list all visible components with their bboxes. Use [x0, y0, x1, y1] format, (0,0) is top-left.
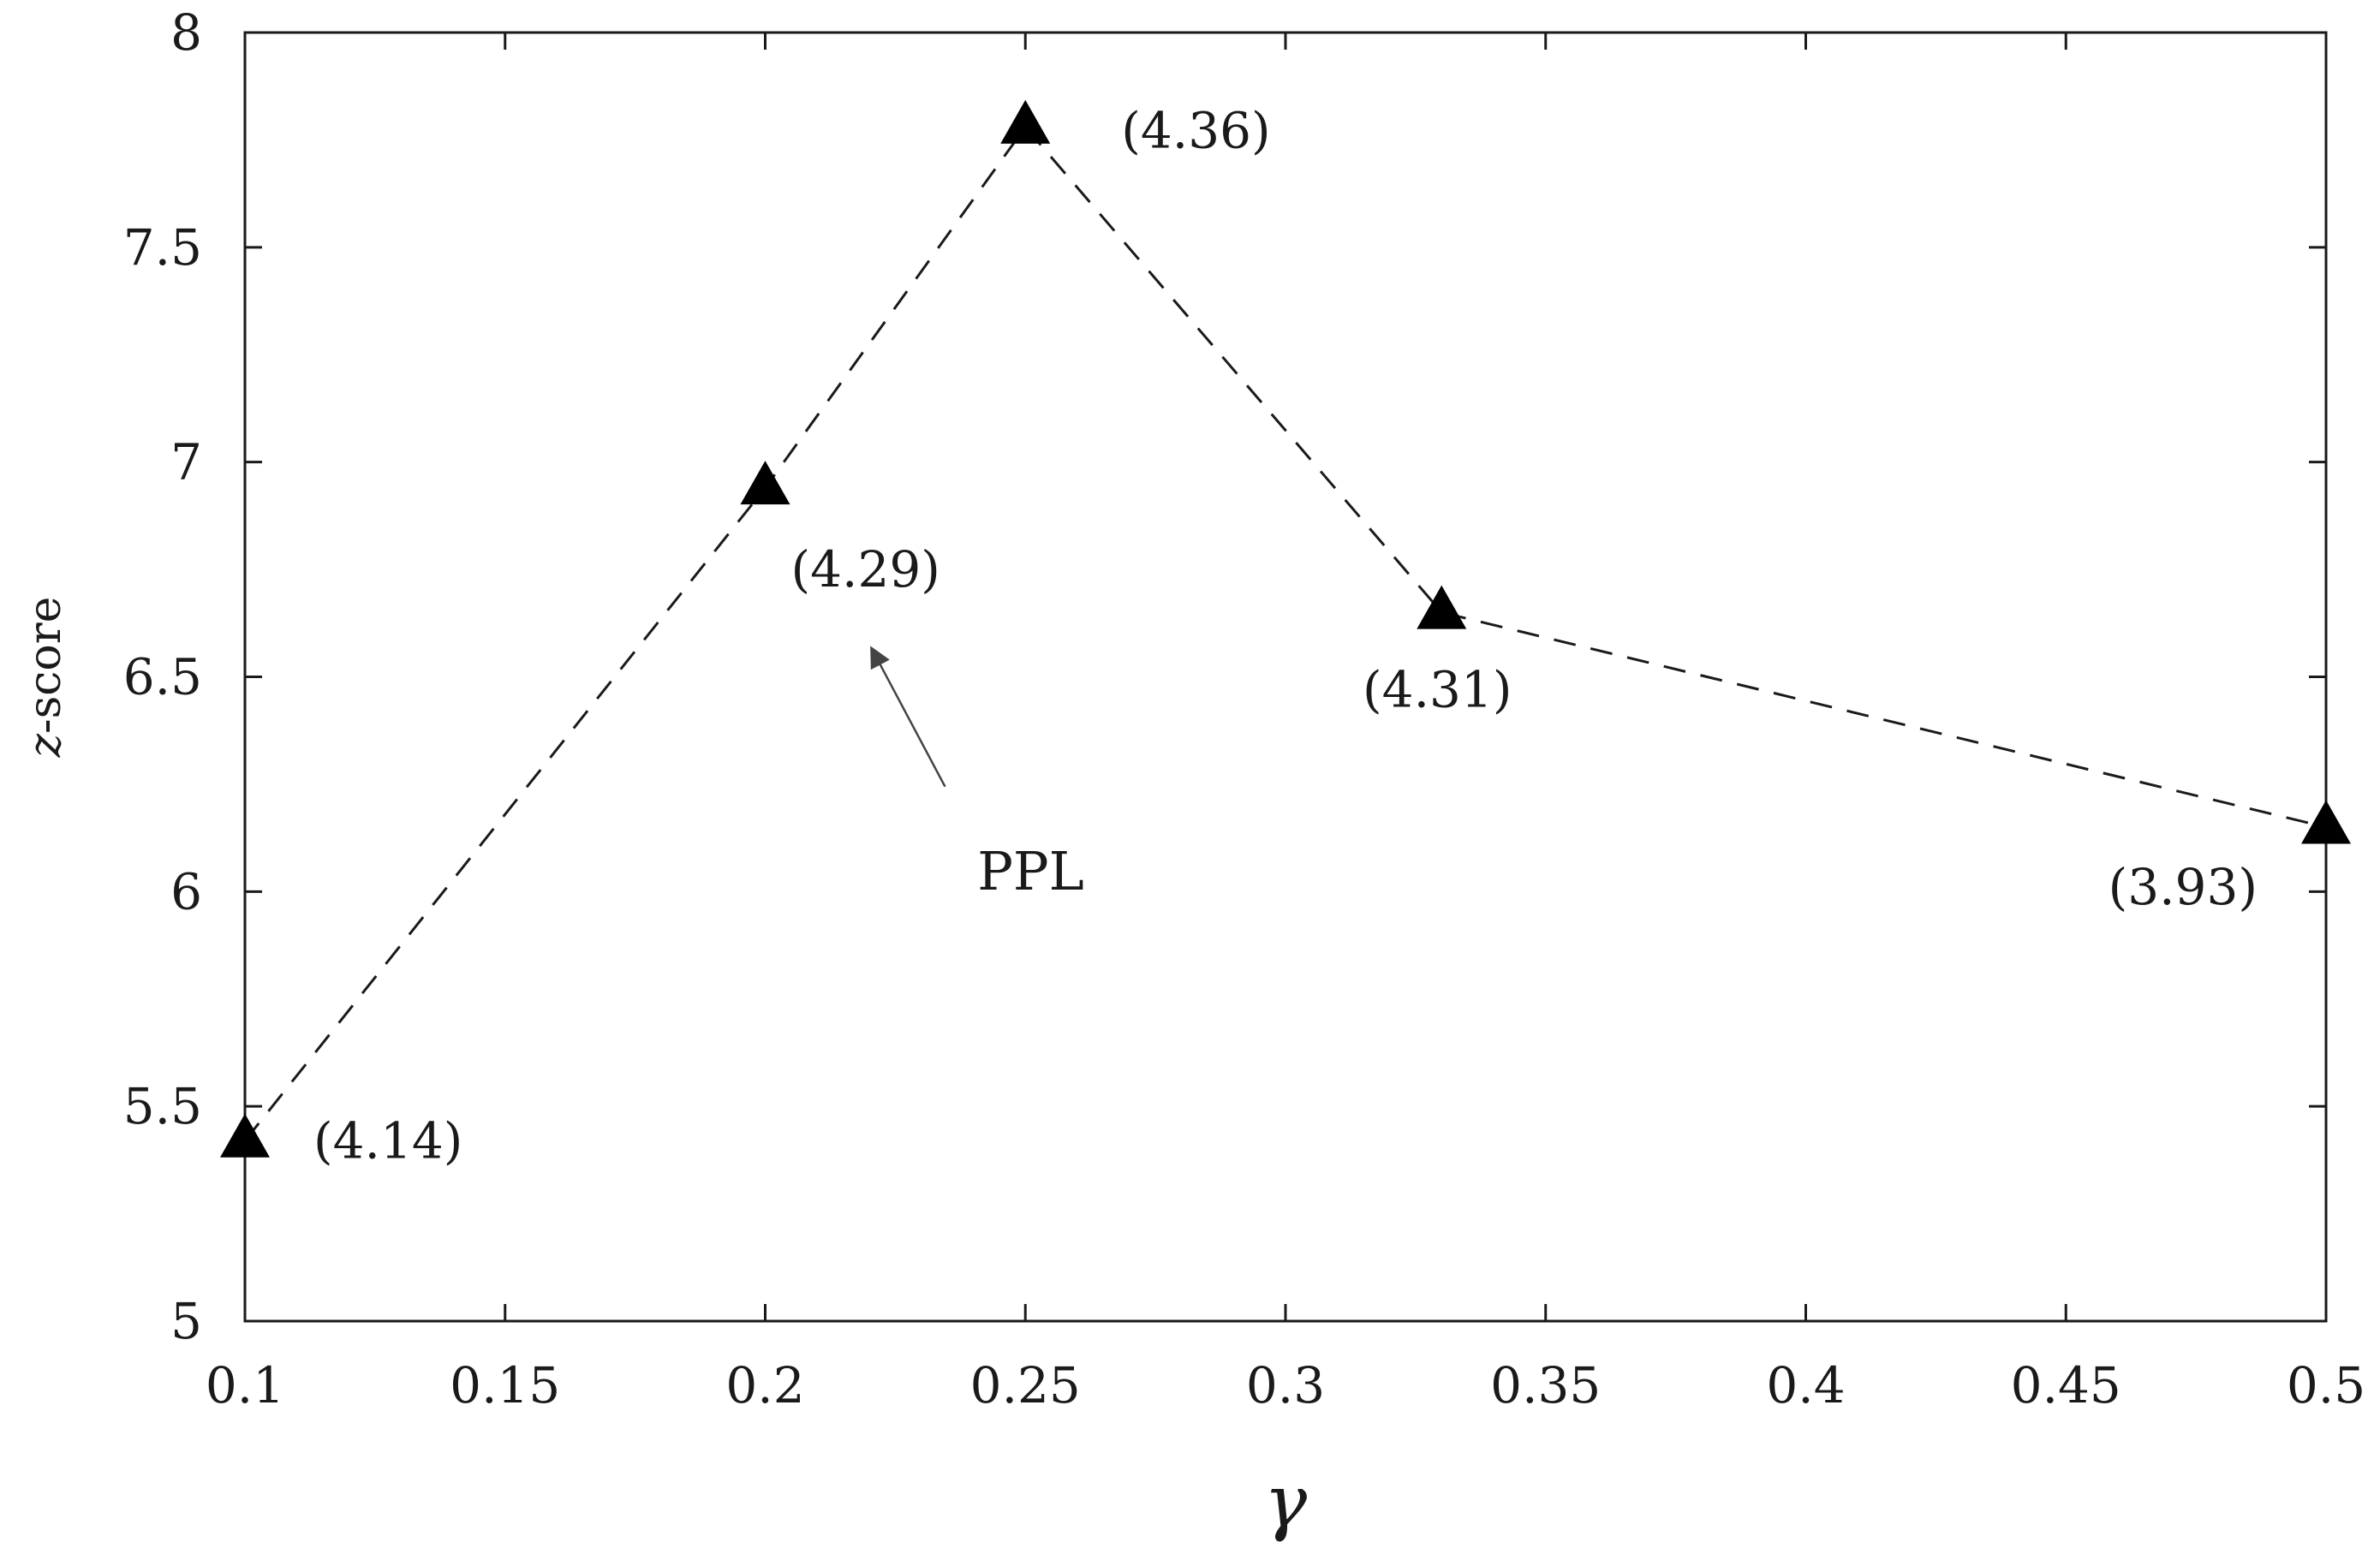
triangle-marker [2301, 800, 2351, 844]
y-tick-label: 6 [170, 862, 202, 920]
y-tick-label: 8 [170, 3, 202, 62]
point-label: (3.93) [2109, 858, 2258, 916]
y-tick-label: 5.5 [123, 1077, 202, 1135]
point-label: (4.14) [313, 1111, 462, 1170]
x-tick-label: 0.15 [450, 1356, 560, 1414]
triangle-marker [220, 1113, 270, 1158]
y-tick-label: 6.5 [123, 648, 202, 706]
y-axis-ticks: 5 5.5 6 6.5 7 7.5 8 [123, 3, 2326, 1350]
x-tick-label: 0.1 [206, 1356, 284, 1414]
x-tick-label: 0.4 [1766, 1356, 1845, 1414]
y-axis-label: z-score [20, 597, 71, 759]
y-axis-label-rest: -score [20, 597, 71, 734]
triangle-marker [1417, 585, 1467, 629]
point-label: (4.36) [1121, 101, 1270, 159]
x-axis-ticks: 0.1 0.15 0.2 0.25 0.3 0.35 0.4 0.45 0.5 [206, 33, 2365, 1414]
x-tick-label: 0.3 [1246, 1356, 1325, 1414]
triangle-marker [1000, 99, 1051, 144]
y-tick-label: 7 [170, 433, 202, 491]
y-axis-label-italic: z [20, 733, 71, 758]
x-tick-label: 0.25 [970, 1356, 1081, 1414]
x-tick-label: 0.35 [1490, 1356, 1601, 1414]
x-tick-label: 0.5 [2287, 1356, 2365, 1414]
x-tick-label: 0.45 [2011, 1356, 2121, 1414]
x-axis-label: γ [1264, 1460, 1308, 1544]
point-label: (4.29) [791, 540, 940, 598]
point-label: (4.31) [1363, 660, 1512, 718]
data-markers [220, 99, 2351, 1158]
y-tick-label: 7.5 [123, 218, 202, 277]
y-tick-label: 5 [170, 1292, 202, 1350]
annotation-text: PPL [977, 840, 1084, 902]
x-tick-label: 0.2 [725, 1356, 804, 1414]
annotation-arrow [870, 646, 946, 788]
plot-frame [243, 31, 2328, 1323]
point-labels: (4.14) (4.29) (4.36) (4.31) (3.93) [313, 101, 2258, 1170]
triangle-marker [740, 461, 790, 505]
series-line [243, 124, 2327, 1142]
